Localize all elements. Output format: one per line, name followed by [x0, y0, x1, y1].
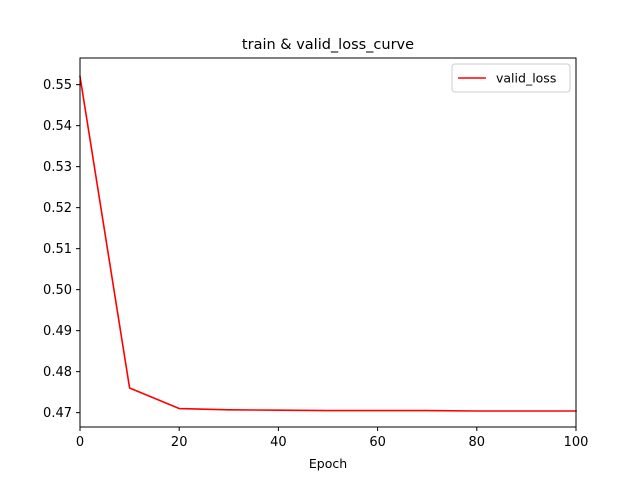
x-axis-label: Epoch: [309, 456, 347, 471]
series-line-valid-loss: [79, 75, 577, 412]
x-tick-label: 0: [76, 435, 84, 450]
y-ticks: 0.47 0.48 0.49 0.50 0.51 0.52 0.53 0.54 0.55: [43, 78, 80, 421]
legend: valid_loss: [451, 63, 571, 93]
x-tick-label: 20: [171, 435, 188, 450]
x-ticks: 0 20 40 60 80 100: [76, 427, 589, 450]
y-tick-label: 0.50: [43, 283, 72, 298]
y-tick-label: 0.47: [43, 406, 72, 421]
plot-frame: [79, 57, 577, 428]
y-tick-label: 0.55: [43, 78, 72, 93]
chart-title: train & valid_loss_curve: [242, 37, 414, 53]
x-tick-label: 40: [270, 435, 287, 450]
legend-label: valid_loss: [496, 71, 556, 86]
y-tick-label: 0.48: [43, 365, 72, 380]
legend-box: [451, 63, 571, 93]
y-tick-label: 0.52: [43, 201, 72, 216]
plot-layer: [79, 75, 577, 412]
y-tick-label: 0.49: [43, 324, 72, 339]
y-tick-label: 0.54: [43, 119, 72, 134]
x-tick-label: 60: [369, 435, 386, 450]
y-tick-label: 0.53: [43, 160, 72, 175]
y-tick-label: 0.51: [43, 242, 72, 257]
x-tick-label: 100: [564, 435, 589, 450]
x-tick-label: 80: [469, 435, 486, 450]
